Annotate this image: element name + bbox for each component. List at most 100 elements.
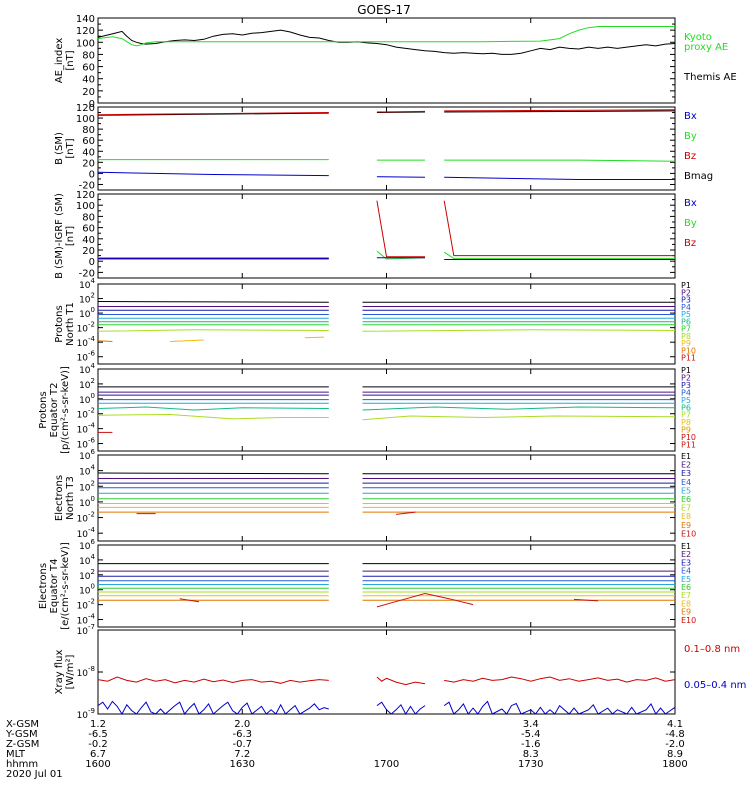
series-0-1-0-8-nm: [444, 676, 676, 683]
legend-p7: P7: [681, 411, 691, 420]
legend-p6: P6: [681, 403, 691, 412]
y-tick-label: 40: [82, 147, 95, 158]
y-tick-label: 80: [82, 212, 95, 223]
panel-frame: [97, 106, 676, 191]
legend-proxy-ae: proxy AE: [684, 42, 728, 53]
series-0-1-0-8-nm: [97, 676, 329, 684]
legend-p1: P1: [681, 281, 691, 290]
y-axis-label: Electrons: [38, 563, 49, 609]
series-p6: [362, 406, 676, 411]
x-row-value: 7.2: [234, 749, 250, 760]
x-row-value: 2.0: [234, 719, 250, 730]
y-axis-label: Electrons: [54, 475, 65, 521]
y-tick-label: -20: [79, 180, 95, 191]
legend-p7: P7: [681, 325, 691, 334]
y-tick-label: 10-2: [77, 407, 95, 421]
x-axis-annotations: X-GSM 1.2 2.0 3.4 4.1 Y-GSM -6.5 -6.3 -5.4 -4.8 Z-…: [5, 719, 688, 780]
series-bmag: [376, 111, 426, 113]
x-row-value: -6.5: [88, 729, 108, 740]
date-label: 2020 Jul 01: [6, 769, 63, 780]
series-e10: [179, 598, 200, 603]
legend-e5: E5: [681, 486, 691, 495]
y-axis-label: [e/(cm²-s-sr-keV)]: [60, 542, 71, 630]
legend-p9: P9: [681, 339, 691, 348]
x-row-value: -2.0: [665, 739, 685, 750]
y-tick-label: 60: [82, 63, 95, 74]
y-tick-label: 104: [79, 553, 95, 567]
y-axis-label: B (SM): [54, 132, 65, 165]
series-0-05-0-4-nm: [97, 700, 329, 716]
y-tick-label: 100: [76, 114, 95, 125]
legend-p4: P4: [681, 303, 691, 312]
series-bmag: [444, 110, 676, 113]
x-row-label: Y-GSM: [5, 729, 38, 740]
plot-title: GOES-17: [357, 3, 411, 17]
y-tick-label: 80: [82, 50, 95, 61]
series-0-05-0-4-nm: [443, 700, 676, 715]
panel-frame: [97, 454, 676, 542]
legend-e3: E3: [681, 469, 691, 478]
y-axis-label: [nT]: [65, 226, 76, 246]
y-tick-label: 10-6: [77, 437, 96, 451]
x-row-value: 1730: [518, 759, 543, 770]
y-tick-label: 10-6: [77, 350, 96, 364]
legend-e1: E1: [681, 542, 691, 551]
x-row-value: 1630: [230, 759, 255, 770]
y-axis-label: Equator T2: [49, 383, 60, 438]
series-p7: [362, 415, 676, 421]
legend-by: By: [684, 131, 697, 142]
series-bz: [376, 200, 425, 258]
legend-e9: E9: [681, 521, 691, 530]
series-bx: [376, 176, 426, 178]
legend-p1: P1: [681, 366, 691, 375]
series-p6: [97, 406, 329, 411]
y-axis-label: Equator T4: [49, 559, 60, 614]
legend-p4: P4: [681, 388, 691, 397]
y-axis-label: Protons: [38, 391, 49, 428]
x-row-label: X-GSM: [6, 719, 39, 730]
legend-0-1-0-8-nm: 0.1–0.8 nm: [684, 644, 740, 655]
x-row-value: -6.3: [232, 729, 252, 740]
y-axis-label: Xray flux: [54, 650, 65, 695]
y-tick-label: 100: [79, 495, 95, 509]
legend-p11: P11: [681, 354, 696, 363]
y-axis-label: AE_index: [54, 38, 65, 84]
legend-bx: Bx: [684, 111, 697, 122]
series-p9: [170, 339, 204, 342]
y-tick-label: 60: [82, 136, 95, 147]
y-tick-label: 104: [79, 464, 95, 478]
legend-kyoto: Kyoto: [684, 32, 712, 43]
series-bz: [97, 112, 329, 116]
panel-frame: [97, 544, 676, 628]
y-tick-label: 40: [82, 75, 95, 86]
series-p7: [97, 413, 329, 420]
y-tick-label: 60: [82, 224, 95, 235]
x-row-value: -5.4: [521, 729, 541, 740]
y-axis-label: B (SM)-IGRF (SM): [54, 193, 65, 279]
y-tick-label: 10-2: [77, 598, 95, 612]
legend-e7: E7: [681, 504, 691, 513]
y-tick-label: 104: [79, 277, 95, 291]
y-tick-label: 10-4: [77, 526, 96, 540]
series-e10: [573, 598, 599, 602]
y-tick-label: 100: [79, 392, 95, 406]
legend-e3: E3: [681, 558, 691, 567]
y-tick-label: 20: [82, 158, 95, 169]
legend-e2: E2: [681, 461, 691, 470]
legend-p5: P5: [681, 396, 691, 405]
series-bz: [443, 200, 675, 257]
y-axis-label: [nT]: [65, 138, 76, 158]
x-row-value: 6.7: [90, 749, 106, 760]
legend-p10: P10: [681, 433, 696, 442]
y-tick-label: 10-4: [77, 422, 96, 436]
y-tick-label: 120: [76, 26, 95, 37]
series-by: [444, 159, 676, 162]
legend-0-05-0-4-nm: 0.05–0.4 nm: [684, 680, 746, 691]
y-tick-label: 102: [79, 479, 95, 493]
panel-elec4: Electrons Equator T4 [e/(cm²-s-sr-keV)] E1 E…: [38, 542, 696, 630]
y-tick-label: 100: [76, 38, 95, 49]
legend-e8: E8: [681, 599, 691, 608]
